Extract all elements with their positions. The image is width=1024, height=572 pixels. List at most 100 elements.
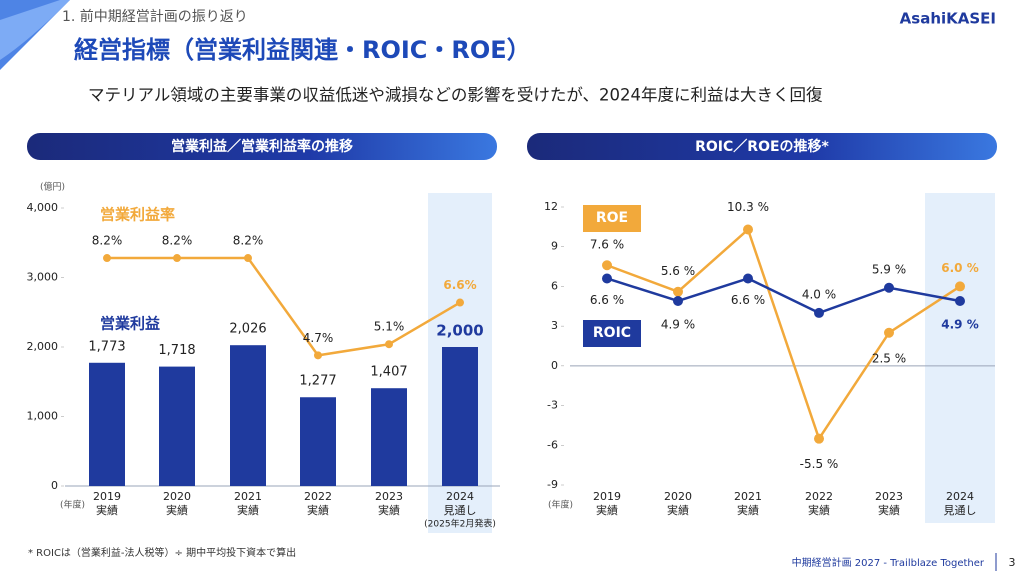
x-tick-label: 2019: [593, 490, 621, 503]
y-tick-label: 0: [51, 479, 58, 492]
x-tick-label: 2023: [875, 490, 903, 503]
x-tick-note: 実績: [808, 503, 830, 517]
value-label: 8.2%: [233, 234, 264, 248]
footer: 中期経営計画 2027 - Trailblaze Together: [792, 556, 985, 569]
value-label: 5.9 %: [872, 262, 906, 276]
x-tick-note: 実績: [166, 503, 188, 517]
bar: [159, 366, 195, 486]
y-tick-label: 12: [544, 200, 558, 213]
value-label: 4.9 %: [661, 317, 695, 331]
legend-label: ROIC: [593, 325, 631, 341]
forecast-note: (2025年2月発表): [424, 518, 496, 530]
bar: [300, 397, 336, 486]
x-tick-note: 実績: [378, 503, 400, 517]
y-tick-label: 2,000: [27, 340, 59, 353]
data-point: [244, 254, 252, 263]
x-unit: (年度): [60, 499, 85, 511]
x-tick-note: 実績: [596, 503, 618, 517]
y-unit: (億円): [40, 181, 65, 193]
value-label: 1,773: [88, 339, 125, 354]
y-tick-label: -6: [547, 438, 558, 451]
bar: [371, 388, 407, 486]
y-tick-label: 3,000: [27, 271, 59, 284]
logo: AsahiKASEI: [900, 10, 996, 28]
footnote: * ROICは（営業利益-法人税等）÷ 期中平均投下資本で算出: [28, 546, 296, 559]
value-label: 2,026: [229, 322, 266, 337]
x-tick-label: 2020: [163, 490, 191, 503]
x-tick-note: 実績: [237, 503, 259, 517]
y-tick-label: 3: [551, 319, 558, 332]
series-line: [606, 227, 961, 442]
data-point: [456, 298, 464, 307]
page-number: 3: [1009, 556, 1016, 569]
series-line: [606, 277, 961, 315]
y-tick-label: 4,000: [27, 201, 59, 214]
legend-box: [583, 320, 641, 347]
x-tick-label: 2021: [234, 490, 262, 503]
bar: [89, 362, 125, 486]
value-label: 8.2%: [92, 234, 123, 248]
data-point: [173, 254, 181, 263]
value-label: 5.1%: [374, 320, 405, 334]
data-point: [602, 260, 612, 271]
section-label: 1. 前中期経営計画の振り返り: [62, 8, 248, 25]
value-label: 1,277: [299, 374, 336, 389]
data-point: [955, 295, 965, 306]
data-point: [955, 281, 965, 292]
y-tick-label: 6: [551, 279, 558, 292]
value-label: 7.6 %: [590, 238, 624, 252]
data-point: [385, 340, 393, 349]
value-label: 1,718: [158, 343, 195, 358]
value-label: 5.6 %: [661, 264, 695, 278]
x-tick-note: 見通し: [944, 504, 977, 517]
forecast-highlight: [925, 193, 995, 523]
data-point: [602, 273, 612, 284]
data-point: [884, 282, 894, 293]
x-tick-label: 2022: [805, 490, 833, 503]
value-label: 6.0 %: [941, 261, 978, 275]
series-label: 営業利益率: [100, 206, 175, 224]
decoration: [0, 0, 70, 60]
value-label: 4.0 %: [802, 287, 836, 301]
value-label: 10.3 %: [727, 200, 769, 214]
bar: [442, 347, 478, 486]
data-point: [743, 273, 753, 284]
value-label: -5.5 %: [800, 457, 839, 471]
y-tick-label: -3: [547, 399, 558, 412]
data-point: [884, 327, 894, 338]
y-tick-label: 0: [551, 359, 558, 372]
y-tick-label: 1,000: [27, 410, 59, 423]
x-tick-label: 2019: [93, 490, 121, 503]
data-point: [673, 295, 683, 306]
y-tick-label: -9: [547, 478, 558, 491]
x-tick-label: 2024: [446, 490, 474, 503]
data-point: [743, 224, 753, 235]
value-label: 6.6 %: [590, 293, 624, 307]
bar: [230, 345, 266, 486]
x-unit: (年度): [548, 499, 573, 511]
x-tick-note: 実績: [96, 503, 118, 517]
legend-box: [583, 205, 641, 232]
value-label: 8.2%: [162, 234, 193, 248]
value-label: 2,000: [436, 322, 483, 340]
data-point: [814, 433, 824, 444]
x-tick-note: 実績: [878, 503, 900, 517]
data-point: [814, 307, 824, 318]
data-point: [314, 351, 322, 360]
x-tick-note: 実績: [737, 503, 759, 517]
chart-banner: [527, 133, 997, 160]
data-point: [103, 254, 111, 263]
value-label: 1,407: [370, 365, 407, 380]
subtitle: マテリアル領域の主要事業の収益低迷や減損などの影響を受けたが、2024年度に利益…: [88, 86, 823, 105]
chart-title: 営業利益／営業利益率の推移: [171, 138, 353, 155]
x-tick-label: 2022: [304, 490, 332, 503]
legend-label: ROE: [596, 210, 628, 226]
x-tick-label: 2023: [375, 490, 403, 503]
series-label: 営業利益: [100, 315, 160, 333]
value-label: 4.7%: [303, 331, 334, 345]
value-label: 4.9 %: [941, 317, 978, 331]
value-label: 2.5 %: [872, 351, 906, 365]
chart-title: ROIC／ROEの推移*: [695, 138, 829, 155]
x-tick-note: 実績: [667, 503, 689, 517]
